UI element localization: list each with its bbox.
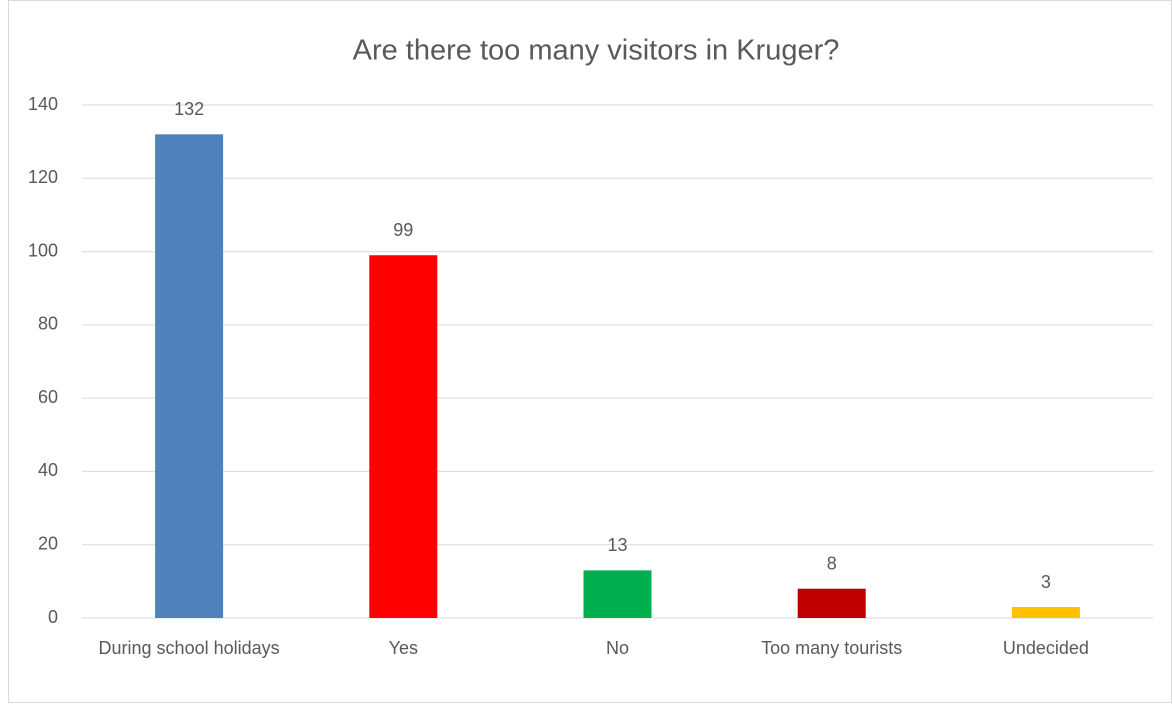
y-tick-label: 100: [28, 240, 58, 260]
y-tick-label: 20: [38, 533, 58, 553]
bar: [155, 134, 224, 619]
data-label: 132: [174, 99, 204, 119]
y-tick-label: 120: [28, 167, 58, 187]
bar: [1011, 607, 1080, 618]
y-tick-label: 40: [38, 460, 58, 480]
data-label: 99: [393, 220, 413, 240]
bar: [369, 255, 438, 618]
y-tick-label: 80: [38, 314, 58, 334]
y-tick-label: 140: [28, 94, 58, 114]
data-label: 8: [827, 553, 837, 573]
x-tick-label: Too many tourists: [761, 638, 903, 658]
chart-title: Are there too many visitors in Kruger?: [353, 35, 840, 67]
x-tick-label: Undecided: [1002, 638, 1089, 658]
x-tick-label: During school holidays: [98, 638, 280, 658]
data-label: 3: [1041, 572, 1051, 592]
data-label: 13: [607, 535, 627, 555]
bar: [583, 570, 652, 618]
y-tick-label: 60: [38, 387, 58, 407]
bar: [797, 588, 866, 618]
x-tick-label: No: [605, 638, 629, 658]
y-tick-label: 0: [48, 607, 58, 627]
x-tick-label: Yes: [388, 638, 418, 658]
